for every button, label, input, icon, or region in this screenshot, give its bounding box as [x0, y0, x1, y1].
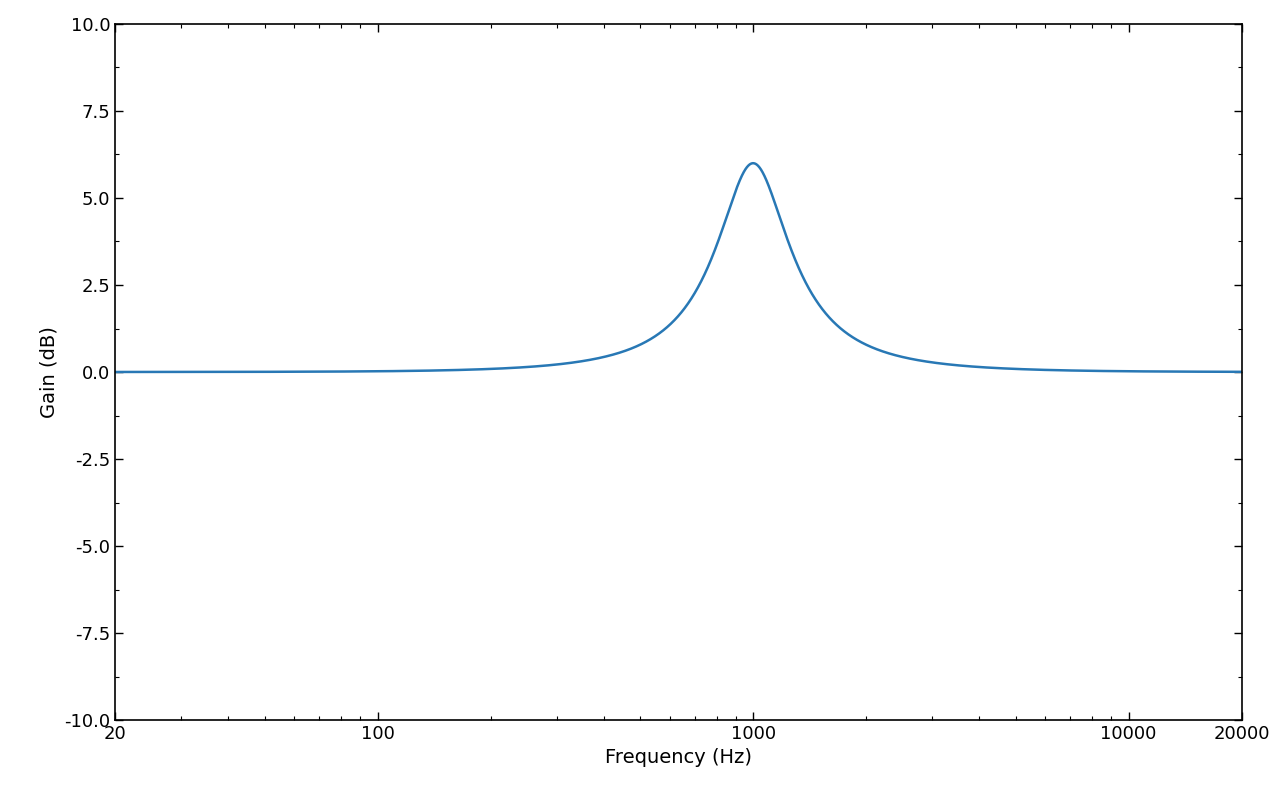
- X-axis label: Frequency (Hz): Frequency (Hz): [605, 749, 751, 767]
- Y-axis label: Gain (dB): Gain (dB): [40, 326, 59, 418]
